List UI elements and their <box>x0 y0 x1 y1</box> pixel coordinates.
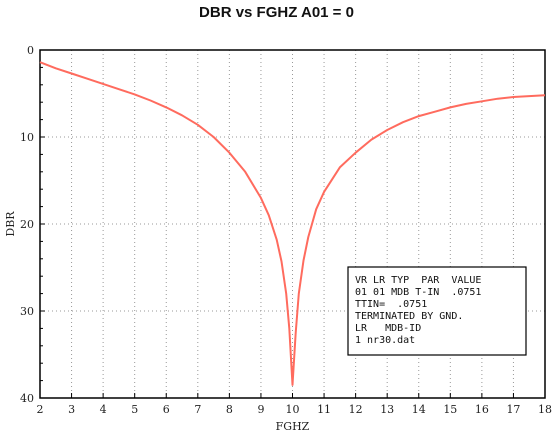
x-tick-label: 10 <box>286 403 300 416</box>
x-tick-label: 9 <box>257 403 264 416</box>
x-tick-label: 15 <box>443 403 457 416</box>
chart-title: DBR vs FGHZ A01 = 0 <box>199 4 354 21</box>
series-line <box>39 61 546 386</box>
x-tick-label: 18 <box>538 403 552 416</box>
axis-ticks <box>39 49 546 399</box>
x-tick-label: 12 <box>349 403 363 416</box>
x-tick-label: 13 <box>380 403 394 416</box>
legend-line: TTIN= .0751 <box>355 299 427 310</box>
y-tick-label: 40 <box>20 392 34 405</box>
x-tick-label: 3 <box>68 403 75 416</box>
legend-line: 01 01 MDB T-IN .0751 <box>355 287 481 298</box>
x-tick-labels: 2 3 4 5 6 7 8 9 10 11 12 13 14 15 16 17 18 <box>37 403 553 416</box>
x-tick-label: 17 <box>506 403 520 416</box>
legend-line: VR LR TYP PAR VALUE <box>355 275 481 286</box>
x-tick-label: 16 <box>475 403 489 416</box>
y-tick-labels: 0 10 20 30 40 <box>20 44 34 405</box>
legend-frame <box>347 266 527 356</box>
y-tick-label: 30 <box>20 305 34 318</box>
x-tick-label: 11 <box>317 403 331 416</box>
series-layer <box>39 61 546 386</box>
y-tick-label: 0 <box>27 44 34 57</box>
x-tick-label: 7 <box>194 403 201 416</box>
y-tick-label: 10 <box>20 131 34 144</box>
y-axis-label: DBR <box>4 211 17 237</box>
x-tick-label: 8 <box>226 403 233 416</box>
legend-line: LR MDB-ID <box>355 323 421 334</box>
x-axis-label: FGHZ <box>276 420 310 433</box>
x-tick-label: 6 <box>163 403 170 416</box>
x-tick-label: 4 <box>100 403 107 416</box>
legend-line: TERMINATED BY GND. <box>355 311 463 322</box>
x-tick-label: 14 <box>412 403 426 416</box>
x-tick-label: 5 <box>131 403 138 416</box>
x-tick-label: 2 <box>37 403 44 416</box>
y-tick-label: 20 <box>20 218 34 231</box>
legend-line: 1 nr30.dat <box>355 335 415 346</box>
